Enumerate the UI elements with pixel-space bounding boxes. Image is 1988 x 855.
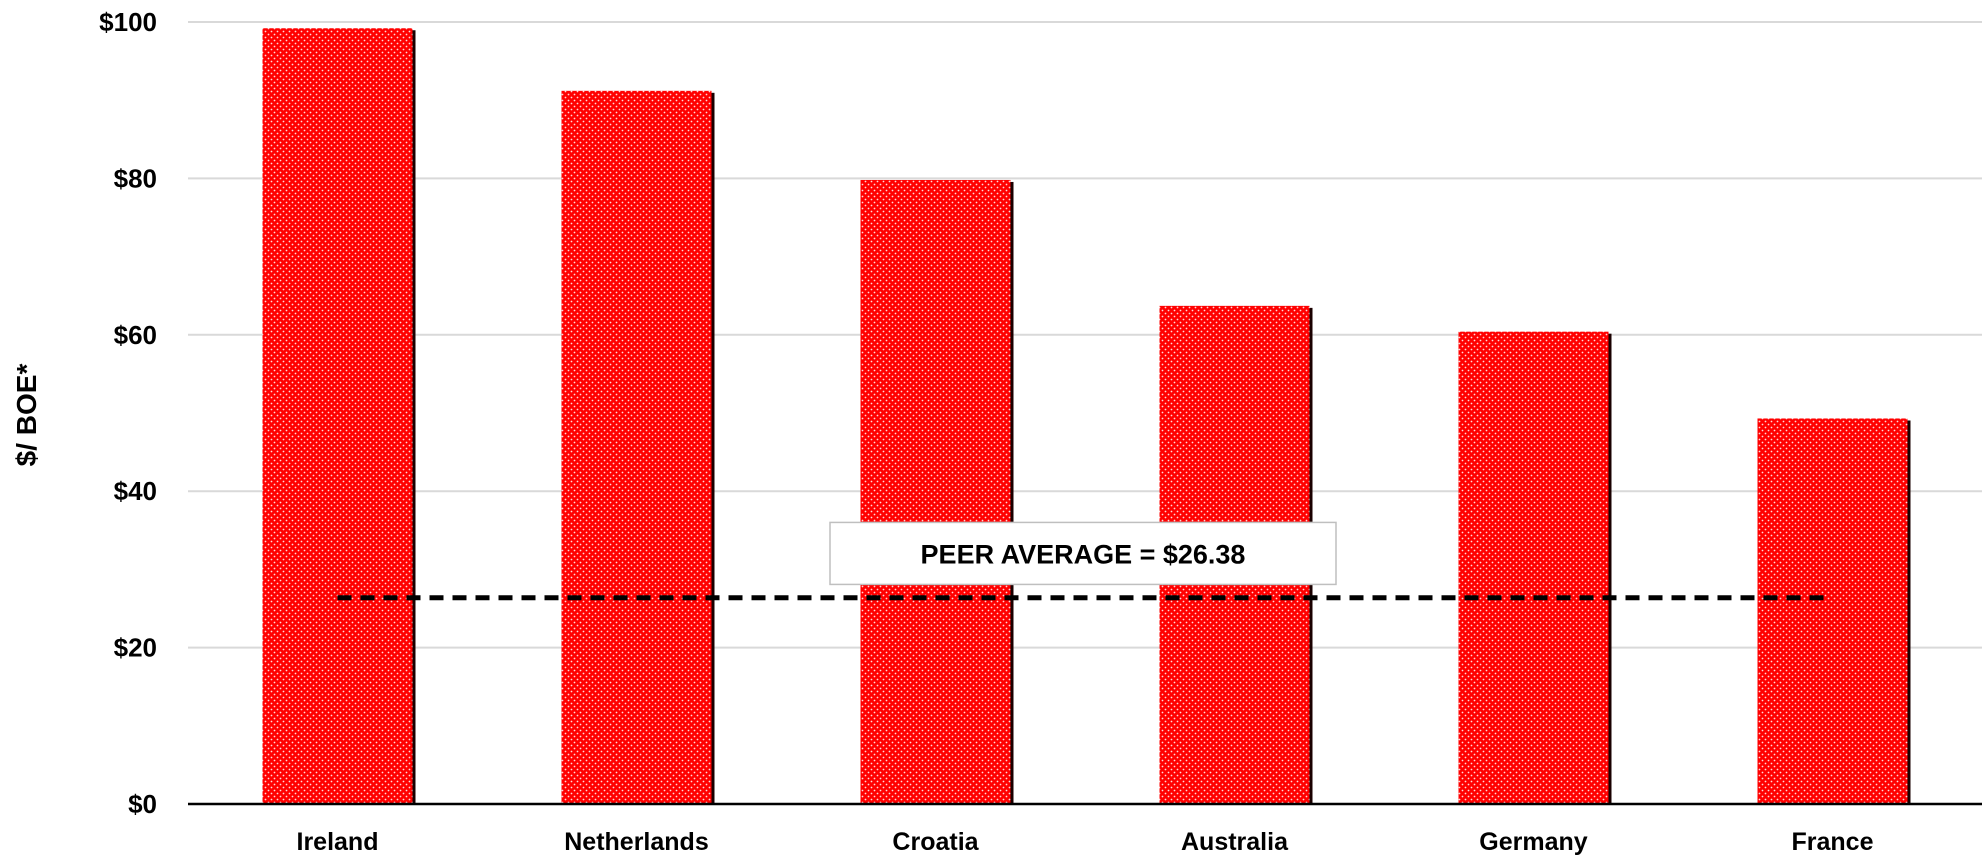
y-tick-label: $0 xyxy=(128,789,157,819)
x-tick-label: Netherlands xyxy=(564,828,708,855)
y-tick-label: $100 xyxy=(99,7,157,37)
bar-germany xyxy=(1458,331,1609,804)
bar-netherlands xyxy=(561,90,712,805)
x-tick-label: Germany xyxy=(1479,828,1587,855)
bars xyxy=(262,28,1911,805)
x-tick-label: Ireland xyxy=(297,828,379,855)
x-tick-label: Croatia xyxy=(892,828,979,855)
x-tick-label: Australia xyxy=(1181,828,1289,855)
gridlines xyxy=(188,21,1982,649)
peer-average: PEER AVERAGE = $26.38 xyxy=(337,521,1833,601)
peer-average-label: PEER AVERAGE = $26.38 xyxy=(921,539,1246,569)
x-tick-label: France xyxy=(1792,828,1874,855)
bar-ireland xyxy=(262,28,413,805)
bar-france xyxy=(1757,418,1908,804)
y-tick-label: $80 xyxy=(114,163,157,193)
peer-average-box xyxy=(829,521,1337,586)
y-tick-label: $40 xyxy=(114,476,157,506)
y-tick-label: $60 xyxy=(114,320,157,350)
axes: $0 $20 $40 $60 $80 $100 Ireland Netherlands Croa… xyxy=(99,7,1982,855)
y-axis-label: $/ BOE* xyxy=(11,364,42,467)
bar-croatia xyxy=(860,179,1011,805)
y-tick-label: $20 xyxy=(114,633,157,663)
